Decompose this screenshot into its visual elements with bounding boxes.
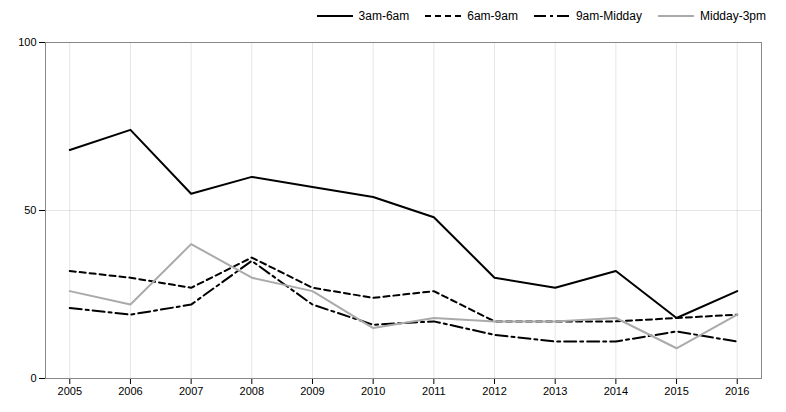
svg-text:2014: 2014: [604, 385, 628, 397]
html-text:6am-9am: 6am-9am: [467, 9, 518, 23]
html-text:9am-Midday: 9am-Midday: [575, 9, 642, 23]
svg-text:100: 100: [18, 36, 36, 48]
svg-text:2010: 2010: [361, 385, 385, 397]
svg-text:2009: 2009: [300, 385, 324, 397]
svg-text:2013: 2013: [543, 385, 567, 397]
html-text:Midday-3pm: Midday-3pm: [700, 9, 766, 23]
svg-text:2005: 2005: [58, 385, 82, 397]
svg-text:2015: 2015: [664, 385, 688, 397]
svg-text:2016: 2016: [725, 385, 749, 397]
svg-text:2007: 2007: [179, 385, 203, 397]
svg-text:0: 0: [30, 372, 36, 384]
svg-text:2006: 2006: [118, 385, 142, 397]
svg-text:2012: 2012: [482, 385, 506, 397]
svg-text:2008: 2008: [240, 385, 264, 397]
svg-text:2011: 2011: [422, 385, 446, 397]
svg-text:50: 50: [24, 204, 36, 216]
html-text:3am-6am: 3am-6am: [358, 9, 410, 23]
